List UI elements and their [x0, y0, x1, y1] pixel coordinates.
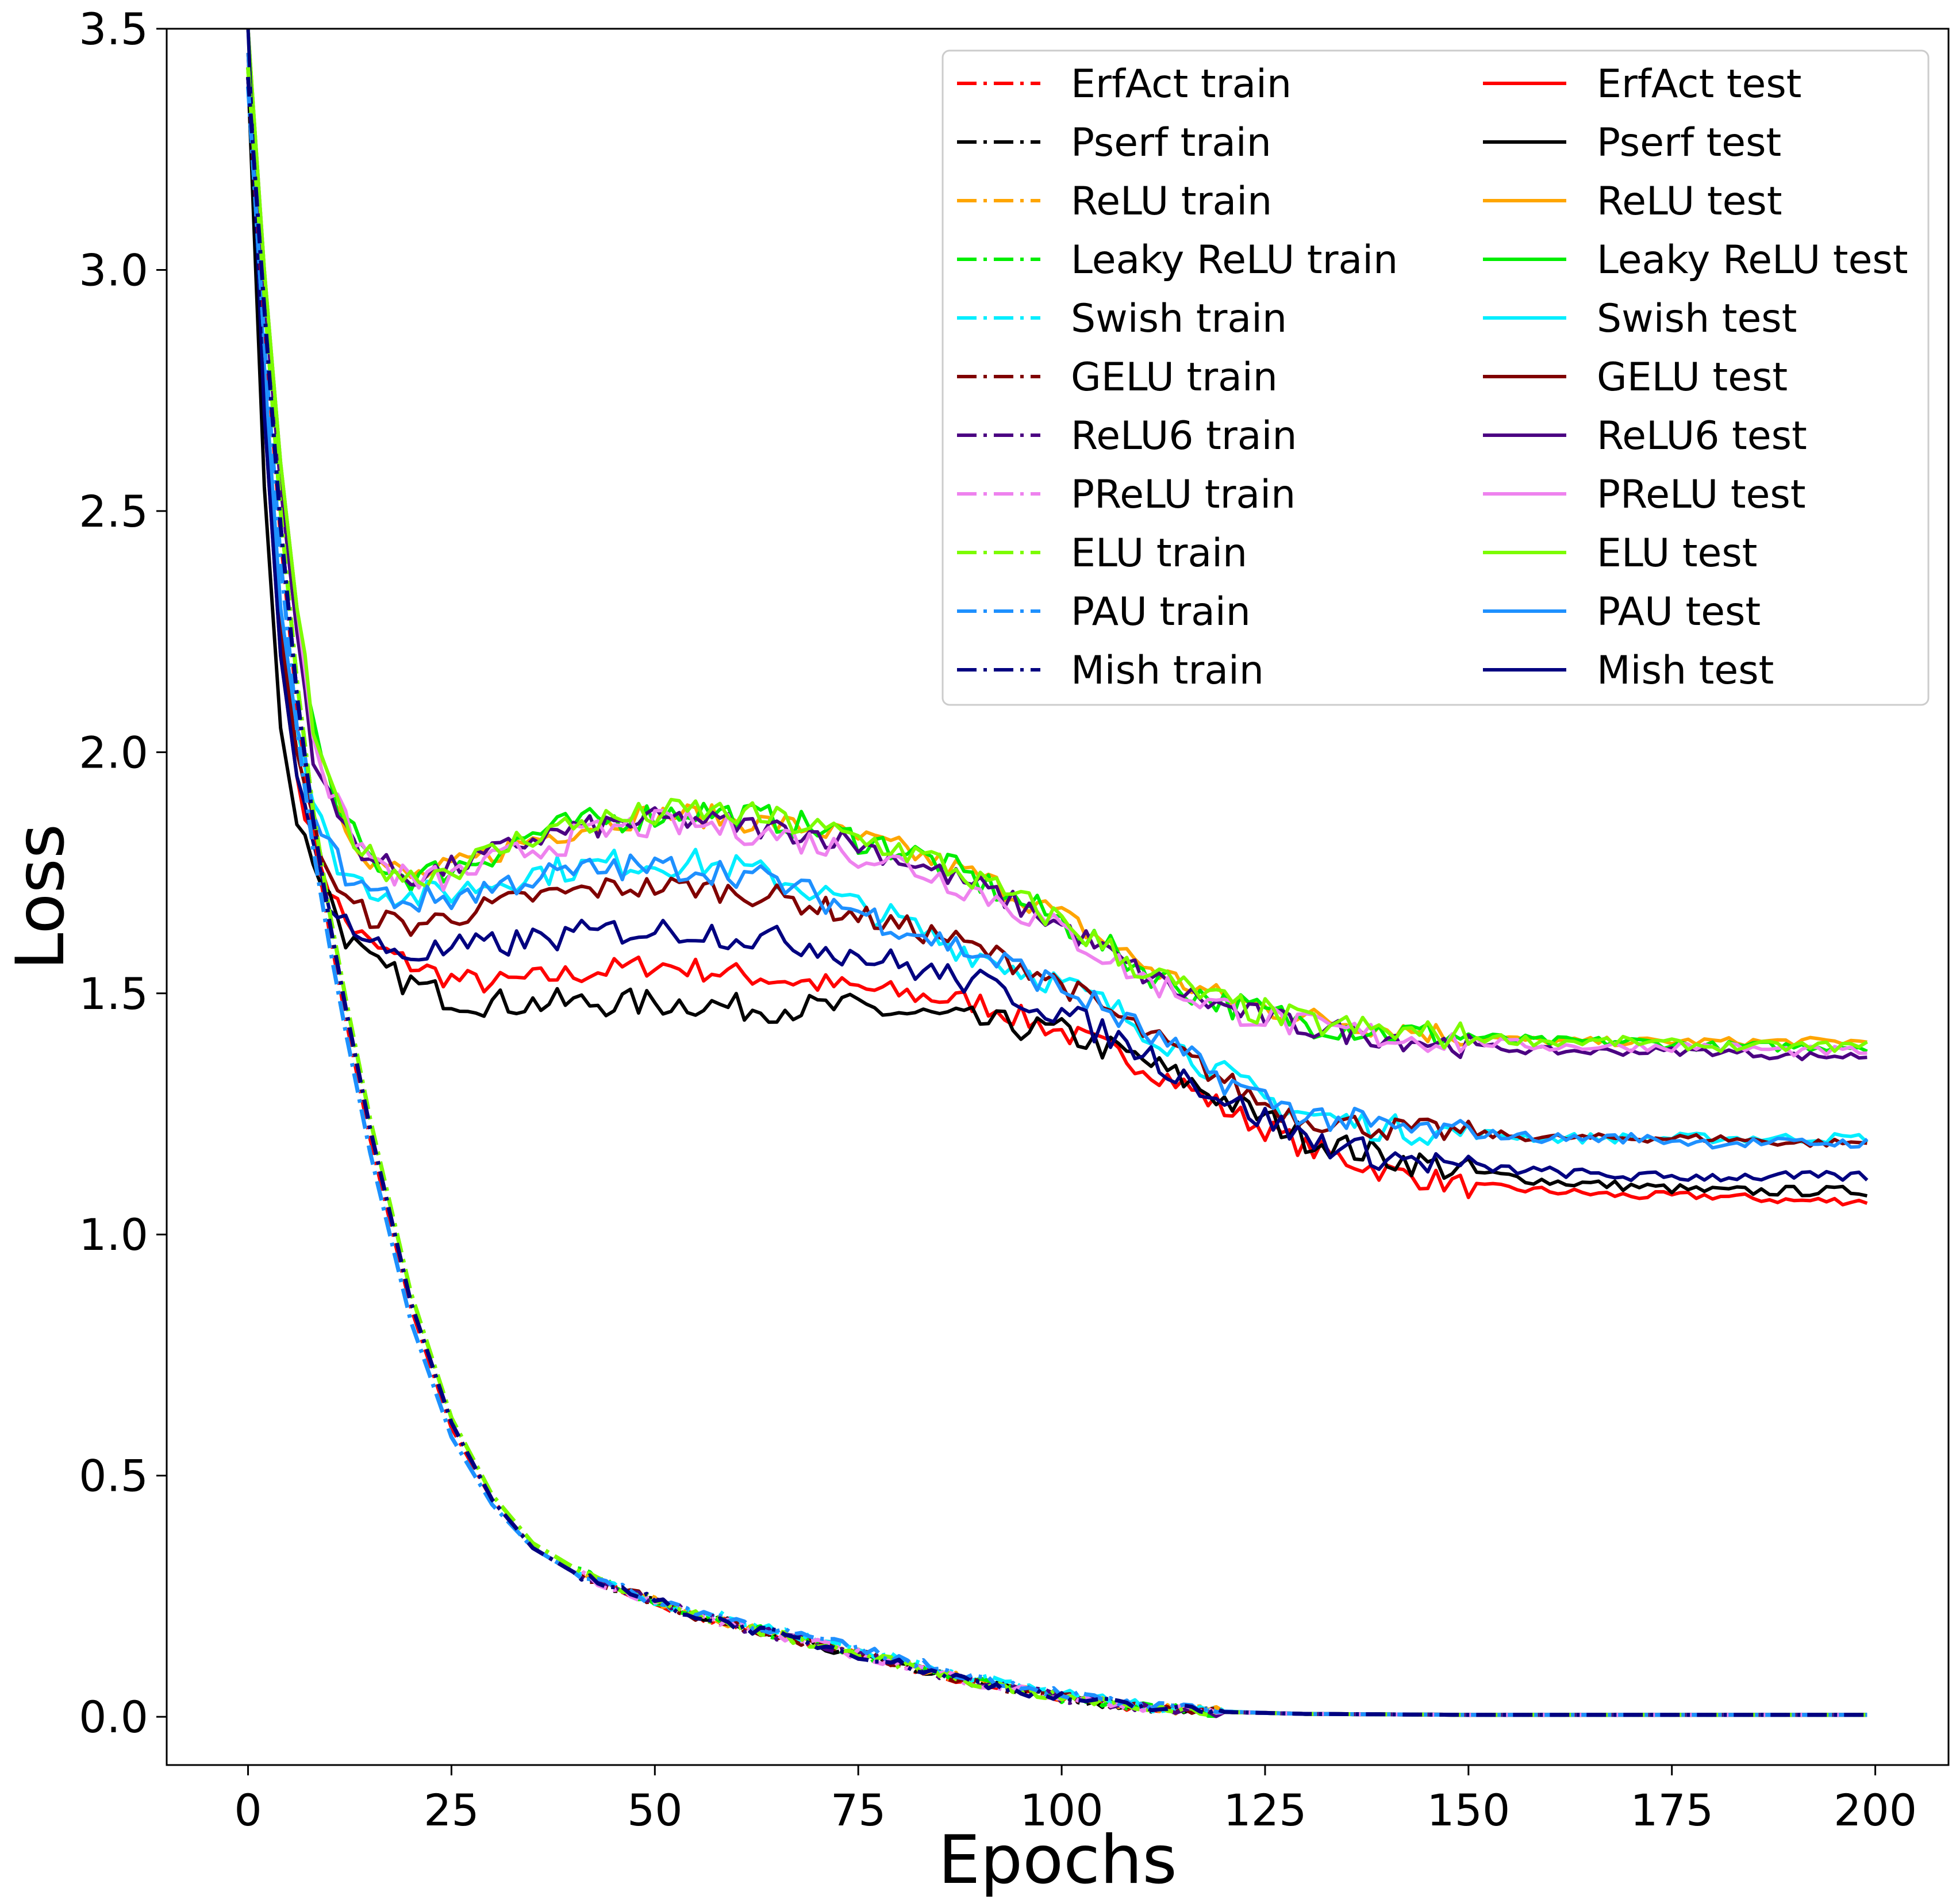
- x-axis-title: Epochs: [938, 1821, 1177, 1899]
- series-line-pserf-test: [246, 76, 1868, 1198]
- legend-label: Mish test: [1597, 648, 1774, 693]
- y-axis-ticks: 0.0 0.5 1.0 1.5 2.0 2.5 3.0 3.5: [79, 3, 167, 1743]
- legend-label: PAU train: [1071, 589, 1251, 635]
- x-tick-label: 100: [1020, 1785, 1104, 1836]
- legend: ErfAct train Pserf train ReLU train Leaky R…: [941, 49, 1930, 706]
- y-tick-label: 2.5: [79, 486, 148, 537]
- legend-frame: [941, 49, 1930, 706]
- series-line-pau-test: [246, 52, 1869, 1150]
- x-tick-label: 125: [1223, 1785, 1306, 1836]
- series-line-mish-test: [246, 29, 1869, 1183]
- y-tick-label: 0.5: [79, 1451, 148, 1502]
- legend-label: GELU train: [1071, 355, 1278, 400]
- legend-label: ELU test: [1597, 531, 1757, 576]
- legend-label: ELU train: [1071, 531, 1247, 576]
- x-tick-label: 25: [424, 1785, 479, 1836]
- legend-label: Pserf train: [1071, 120, 1271, 166]
- x-tick-label: 50: [627, 1785, 683, 1836]
- legend-label: Leaky ReLU train: [1071, 237, 1398, 283]
- x-tick-label: 150: [1427, 1785, 1510, 1836]
- x-tick-label: 0: [234, 1785, 262, 1836]
- series-line-mish-train: [246, 76, 1867, 1717]
- y-tick-label: 3.0: [79, 244, 148, 296]
- series-line-erfact-test: [246, 52, 1868, 1207]
- legend-label: ReLU6 test: [1597, 413, 1807, 459]
- x-tick-label: 200: [1834, 1785, 1917, 1836]
- series-line-relu-test: [246, 29, 1867, 1048]
- y-tick-label: 1.0: [79, 1209, 148, 1260]
- legend-label: ReLU train: [1071, 179, 1272, 224]
- y-axis-title: Loss: [2, 824, 79, 970]
- series-layer: [246, 29, 1869, 1718]
- series-line-leaky-relu-test: [246, 29, 1868, 1053]
- legend-label: Leaky ReLU test: [1597, 237, 1908, 283]
- x-tick-label: 75: [831, 1785, 886, 1836]
- legend-label: ErfAct test: [1597, 62, 1801, 107]
- legend-label: Mish train: [1071, 648, 1264, 693]
- y-tick-label: 2.0: [79, 727, 148, 778]
- legend-label: ErfAct train: [1071, 62, 1292, 107]
- legend-label: Pserf test: [1597, 120, 1781, 166]
- x-tick-label: 175: [1630, 1785, 1713, 1836]
- legend-label: ReLU6 train: [1071, 413, 1297, 459]
- series-line-elu-test: [246, 29, 1868, 1053]
- legend-label: Swish train: [1071, 296, 1287, 342]
- legend-label: GELU test: [1597, 355, 1788, 400]
- y-tick-label: 0.0: [79, 1691, 148, 1743]
- legend-label: Swish test: [1597, 296, 1797, 342]
- legend-label: PReLU train: [1071, 472, 1296, 517]
- series-line-prelu-test: [246, 29, 1867, 1058]
- y-tick-label: 1.5: [79, 968, 148, 1019]
- legend-label: PAU test: [1597, 589, 1761, 635]
- legend-label: ReLU test: [1597, 179, 1782, 224]
- y-tick-label: 3.5: [79, 3, 148, 55]
- legend-label: PReLU test: [1597, 472, 1806, 517]
- x-axis-ticks: 0 25 50 75 100 125 150 175 200: [234, 1765, 1917, 1836]
- plot-frame: [166, 28, 1950, 1766]
